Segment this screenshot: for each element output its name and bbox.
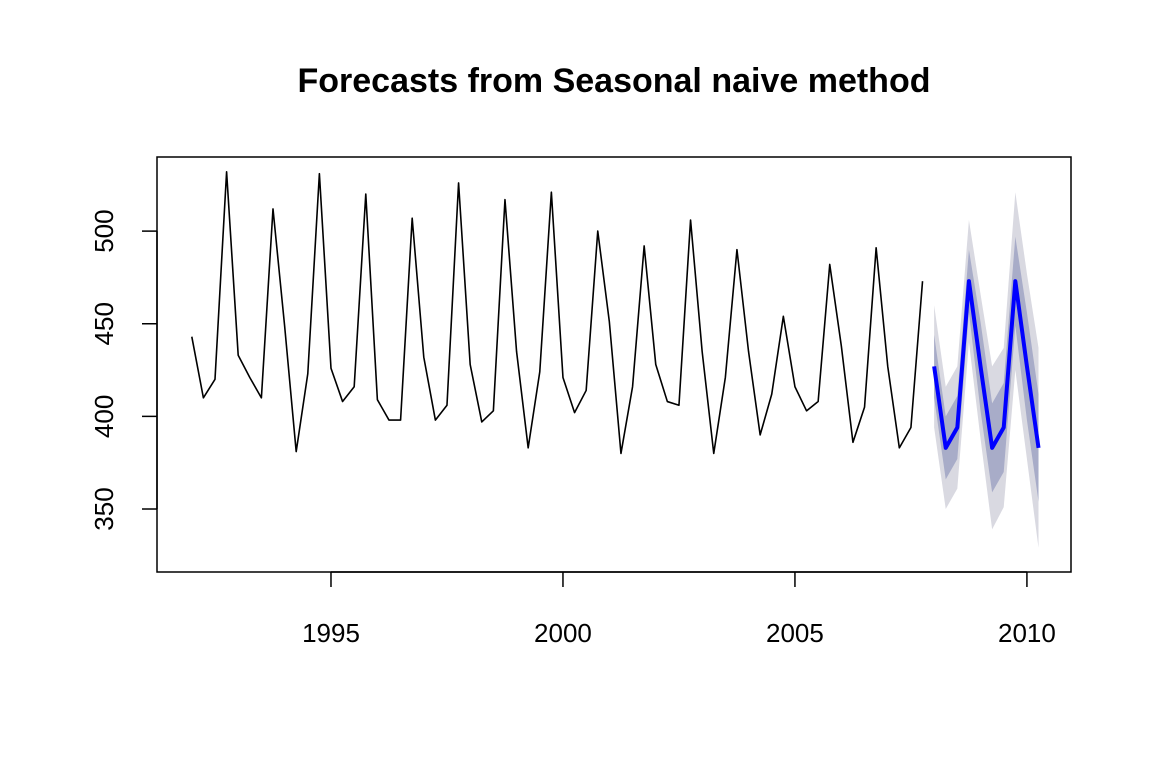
- forecast-line: [932, 279, 1041, 450]
- x-tick-label: 1995: [302, 618, 360, 648]
- series-lines: [191, 171, 1041, 455]
- x-tick-label: 2000: [534, 618, 592, 648]
- history-line: [191, 171, 924, 455]
- plot-frame: [156, 156, 1072, 573]
- y-tick-label: 500: [89, 209, 119, 252]
- x-tick-label: 2010: [998, 618, 1056, 648]
- y-tick-label: 450: [89, 302, 119, 345]
- prediction-intervals: [934, 192, 1039, 548]
- y-tick-label: 350: [89, 487, 119, 530]
- y-axis: 350 400 450 500: [89, 209, 158, 531]
- y-tick-label: 400: [89, 395, 119, 438]
- x-tick-label: 2005: [766, 618, 824, 648]
- chart-title: Forecasts from Seasonal naive method: [298, 62, 931, 100]
- x-axis: 1995 2000 2005 2010: [302, 571, 1056, 648]
